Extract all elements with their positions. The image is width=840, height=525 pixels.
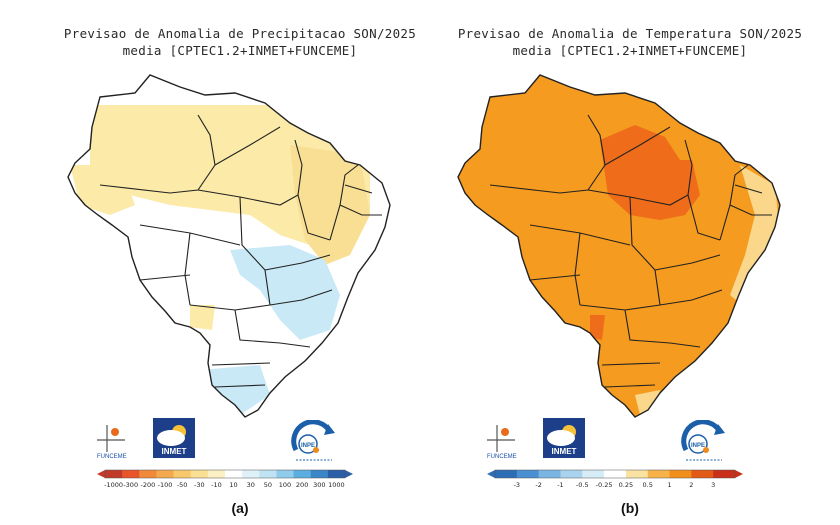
precip-scale-swatch [293,470,312,478]
precip-scale-tick-label: 50 [264,481,272,489]
temp-subtitle: media [CPTEC1.2+INMET+FUNCEME] [512,43,748,58]
precip-scale-tick-label: 30 [247,481,255,489]
temp-scale-tick-label: -3 [514,481,520,489]
precip-scale-tick-label: 300 [313,481,325,489]
temp-scale-swatch [604,470,627,478]
precip-scale-border [104,469,346,479]
inpe-logo: INPE [681,420,725,461]
precip-subtitle: media [CPTEC1.2+INMET+FUNCEME] [122,43,358,58]
precip-scale-tick-label: -200 [140,481,155,489]
temp-scale-swatch [713,470,736,478]
temp-scale-tick-label: -0.5 [576,481,589,489]
temp-scale-tick-label: -0.25 [596,481,613,489]
precip-scale-swatch [190,470,209,478]
precip-scale-tick-label: 1000 [328,481,345,489]
temperature-map [457,74,781,418]
temp-scale-tick-label: 0.5 [643,481,653,489]
inmet-logo: INMET [153,418,195,458]
precip-scale-arrow-left [97,470,105,478]
precip-scale-swatch [242,470,260,478]
temp-scale-swatch [495,470,518,478]
svg-text:INPE: INPE [301,443,315,449]
precip-title: Previsao de Anomalia de Precipitacao SON… [63,26,417,41]
svg-text:INMET: INMET [162,447,187,456]
precip-scale-swatch [105,470,123,478]
temp-scale-border [494,469,736,479]
precipitation-map [67,74,391,418]
temp-scale-tick-label: 1 [667,481,671,489]
temp-scale-swatch [538,470,561,478]
svg-text:FUNCEME: FUNCEME [97,454,127,460]
precip-scale-tick-label: -30 [194,481,205,489]
temp-scale-swatch [691,470,714,478]
inmet-logo: INMET [543,418,585,458]
precip-scale-swatch [207,470,226,478]
temp-caption: (b) [621,500,639,516]
funceme-logo: FUNCEME [487,425,517,460]
inpe-logo: INPE [291,420,335,461]
temp-scale-arrow-left [487,470,495,478]
precip-scale-tick-label: -10 [211,481,222,489]
temperature-panel: Previsao de Anomalia de Temperatura SON/… [430,0,830,525]
temp-scale-swatch [669,470,692,478]
precip-scale-swatch [156,470,174,478]
temp-scale-tick-label: -2 [535,481,541,489]
precip-scale-swatch [310,470,329,478]
precip-scale-tick-label: -300 [123,481,138,489]
precip-scale-swatch [122,470,140,478]
temperature-color-scale: -3 -2 -1 -0.5 -0.25 0.25 0.5 1 2 3 [487,469,743,489]
temp-scale-tick-label: 2 [689,481,693,489]
precip-scale-tick-label: 10 [229,481,237,489]
precip-scale-swatch [276,470,294,478]
precip-scale-arrow-right [345,470,353,478]
precipitation-panel: Previsao de Anomalia de Precipitacao SON… [40,0,440,525]
temp-scale-swatch [582,470,605,478]
temp-scale-swatch [516,470,540,478]
temp-scale-tick-label: 0.25 [619,481,633,489]
precip-caption: (a) [231,500,249,516]
precip-scale-swatch [139,470,157,478]
svg-text:INPE: INPE [691,443,705,449]
precip-scale-tick-label: -50 [177,481,188,489]
precip-scale-tick-label: 100 [279,481,291,489]
precipitation-color-scale: -1000 -300 -200 -100 -50 -30 -10 10 30 50 100 200 30… [97,469,353,489]
temp-scale-swatch [647,470,670,478]
svg-text:INMET: INMET [552,447,577,456]
temp-scale-tick-label: -1 [557,481,563,489]
precip-scale-tick-label: -1000 [104,481,123,489]
svg-text:FUNCEME: FUNCEME [487,454,517,460]
precip-scale-tick-label: -100 [158,481,173,489]
temp-title: Previsao de Anomalia de Temperatura SON/… [457,26,803,41]
temp-scale-arrow-right [735,470,743,478]
temp-scale-swatch [560,470,583,478]
precip-scale-swatch [259,470,277,478]
precip-scale-swatch [173,470,192,478]
funceme-logo: FUNCEME [97,425,127,460]
precip-scale-swatch [225,470,243,478]
precip-scale-tick-label: 200 [296,481,308,489]
temp-scale-swatch [625,470,649,478]
temp-scale-tick-label: 3 [711,481,715,489]
precip-scale-swatch [327,470,346,478]
